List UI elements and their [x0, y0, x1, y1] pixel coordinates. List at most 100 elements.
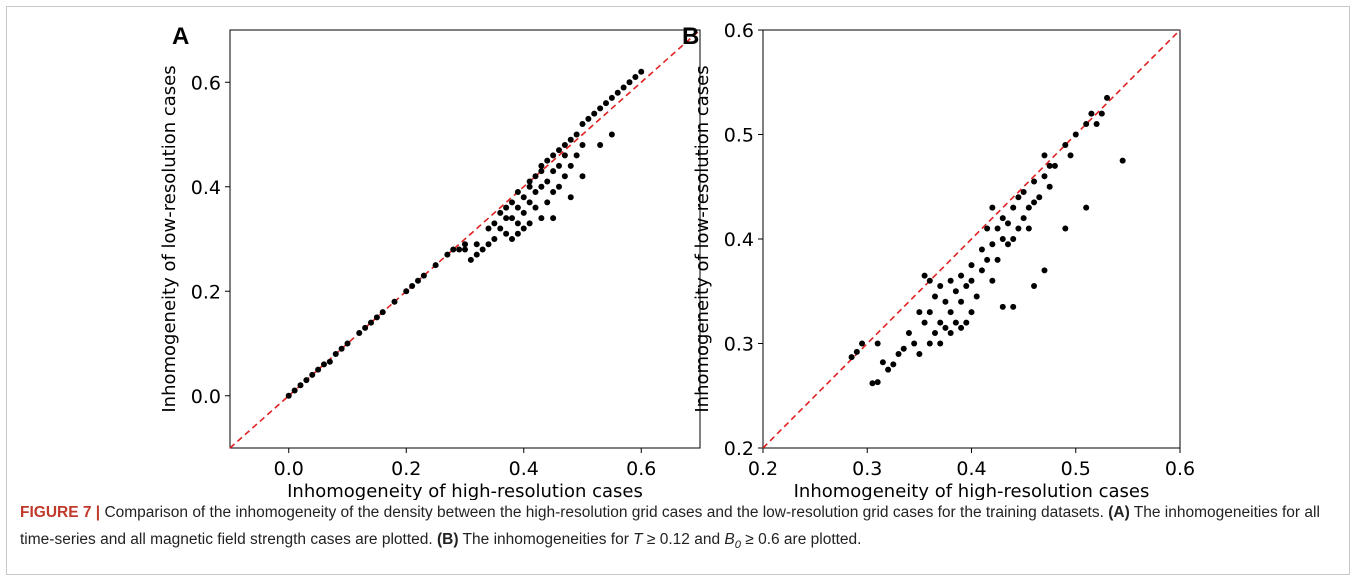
panel-a-point [579, 121, 586, 128]
panel-a-point [544, 178, 551, 185]
panel-a-x-axis-label: Inhomogeneity of high-resolution cases [287, 481, 643, 500]
caption-condition-t: ≥ 0.12 and [642, 531, 725, 548]
panel-b-point [978, 267, 985, 274]
panel-b-y-tick-label: 0.6 [724, 20, 754, 42]
panel-b-point [1041, 267, 1048, 274]
panel-a-point [491, 236, 498, 242]
panel-b-point [994, 256, 1001, 263]
panel-b-point [911, 340, 918, 347]
panel-a-axes-frame [229, 29, 701, 449]
panel-a-point [573, 131, 580, 138]
panel-a-point [567, 194, 574, 201]
panel-a-point [485, 241, 492, 248]
panel-a-point [514, 204, 521, 211]
panel-b-point [921, 272, 928, 279]
panel-b-point [1020, 188, 1027, 195]
panel-b-point [958, 324, 965, 331]
caption-label-b: (B) [437, 531, 459, 548]
panel-a-point [532, 173, 539, 180]
panel-b-point [1041, 152, 1048, 159]
panel-a-y-tick-label: 0.2 [191, 281, 221, 303]
panel-a-point [620, 84, 627, 91]
panel-a-point [415, 277, 421, 284]
panel-b-point [999, 303, 1006, 310]
panel-b-point [1083, 204, 1090, 211]
panel-a-point [638, 68, 645, 75]
panel-b-point [947, 309, 954, 316]
panel-b-point [1004, 220, 1011, 227]
panel-b-point [1098, 110, 1105, 117]
panel-a-point [520, 225, 527, 232]
panel-a-point [603, 100, 609, 107]
panel-b-point [1010, 236, 1017, 242]
panel-b-point [989, 277, 996, 284]
panel-b-point [921, 319, 928, 326]
panel-a-point [473, 241, 480, 248]
panel-b-point [1010, 303, 1017, 310]
panel-b-point [984, 256, 991, 263]
panel-b-point [926, 340, 933, 347]
panel-b-point [968, 309, 975, 316]
panel-b-point [1036, 194, 1043, 201]
panel-a-point [420, 272, 427, 279]
panel-b-point [937, 319, 944, 326]
panel-a-point [514, 220, 521, 227]
panel-a-point [632, 74, 639, 81]
panel-b-point [1046, 162, 1053, 169]
panel-a-point [626, 79, 633, 86]
panel-b-point [869, 380, 876, 387]
panel-b-point [968, 262, 975, 269]
panel-a-point [462, 241, 468, 248]
panel-a-point [444, 251, 451, 258]
panel-a-point [315, 366, 322, 373]
panel-a-y-tick-label: 0.4 [191, 177, 221, 199]
panel-a-point [550, 215, 557, 222]
panel-b-point [937, 283, 944, 290]
panel-b-point [916, 350, 923, 357]
figure-caption: FIGURE 7 | Comparison of the inhomogenei… [20, 499, 1340, 559]
panel-b-y-tick-label: 0.5 [724, 125, 754, 147]
panel-b-point [1119, 157, 1126, 164]
panel-b-point [905, 330, 912, 337]
panel-a-point [526, 220, 533, 227]
panel-b-point [1041, 173, 1048, 180]
caption-text-3: The inhomogeneities for [458, 531, 634, 548]
panel-a-point [356, 330, 363, 337]
panel-a-y-axis-label: Inhomogeneity of low-resolution cases [159, 65, 180, 412]
panel-a-point [538, 168, 545, 175]
panel-a-x-tick-label: 0.0 [274, 458, 304, 480]
panel-b-point [926, 277, 933, 284]
panel-b-point [989, 241, 996, 248]
panel-a-point [556, 183, 562, 190]
panel-b-point [874, 340, 881, 347]
panel-a-point [556, 147, 562, 154]
panel-b-point [1025, 204, 1032, 211]
panel-b-point [999, 215, 1006, 222]
panel-a-point [450, 246, 457, 253]
panel-a-point [432, 262, 439, 269]
panel-b-point [879, 359, 886, 366]
panel-b-reference-line [762, 29, 1181, 449]
panel-a-point [285, 392, 292, 399]
panel-a-point [338, 345, 345, 352]
panel-a-point [608, 94, 615, 101]
panel-a-point [479, 246, 486, 253]
caption-figure-label: FIGURE 7 | [20, 504, 101, 521]
panel-a-y-tick-label: 0.0 [191, 386, 221, 408]
panel-b-point [989, 204, 996, 211]
panel-a-point [591, 110, 598, 117]
panel-a-point [514, 188, 521, 195]
panel-a-point [497, 209, 504, 216]
panel-a-point [368, 319, 374, 326]
panel-a-x-tick-label: 0.2 [391, 458, 421, 480]
panel-b-point [1004, 241, 1011, 248]
panel-a-point [550, 168, 557, 175]
panel-b-y-tick-label: 0.4 [724, 229, 754, 251]
caption-symbol-b: B0 [724, 531, 741, 551]
panel-b-point [968, 277, 975, 284]
panel-a-point [608, 131, 615, 138]
panel-a-point [509, 236, 515, 242]
panel-b-point [900, 345, 907, 352]
caption-symbol-b-letter: B [724, 531, 735, 548]
panel-b-point [947, 330, 954, 337]
